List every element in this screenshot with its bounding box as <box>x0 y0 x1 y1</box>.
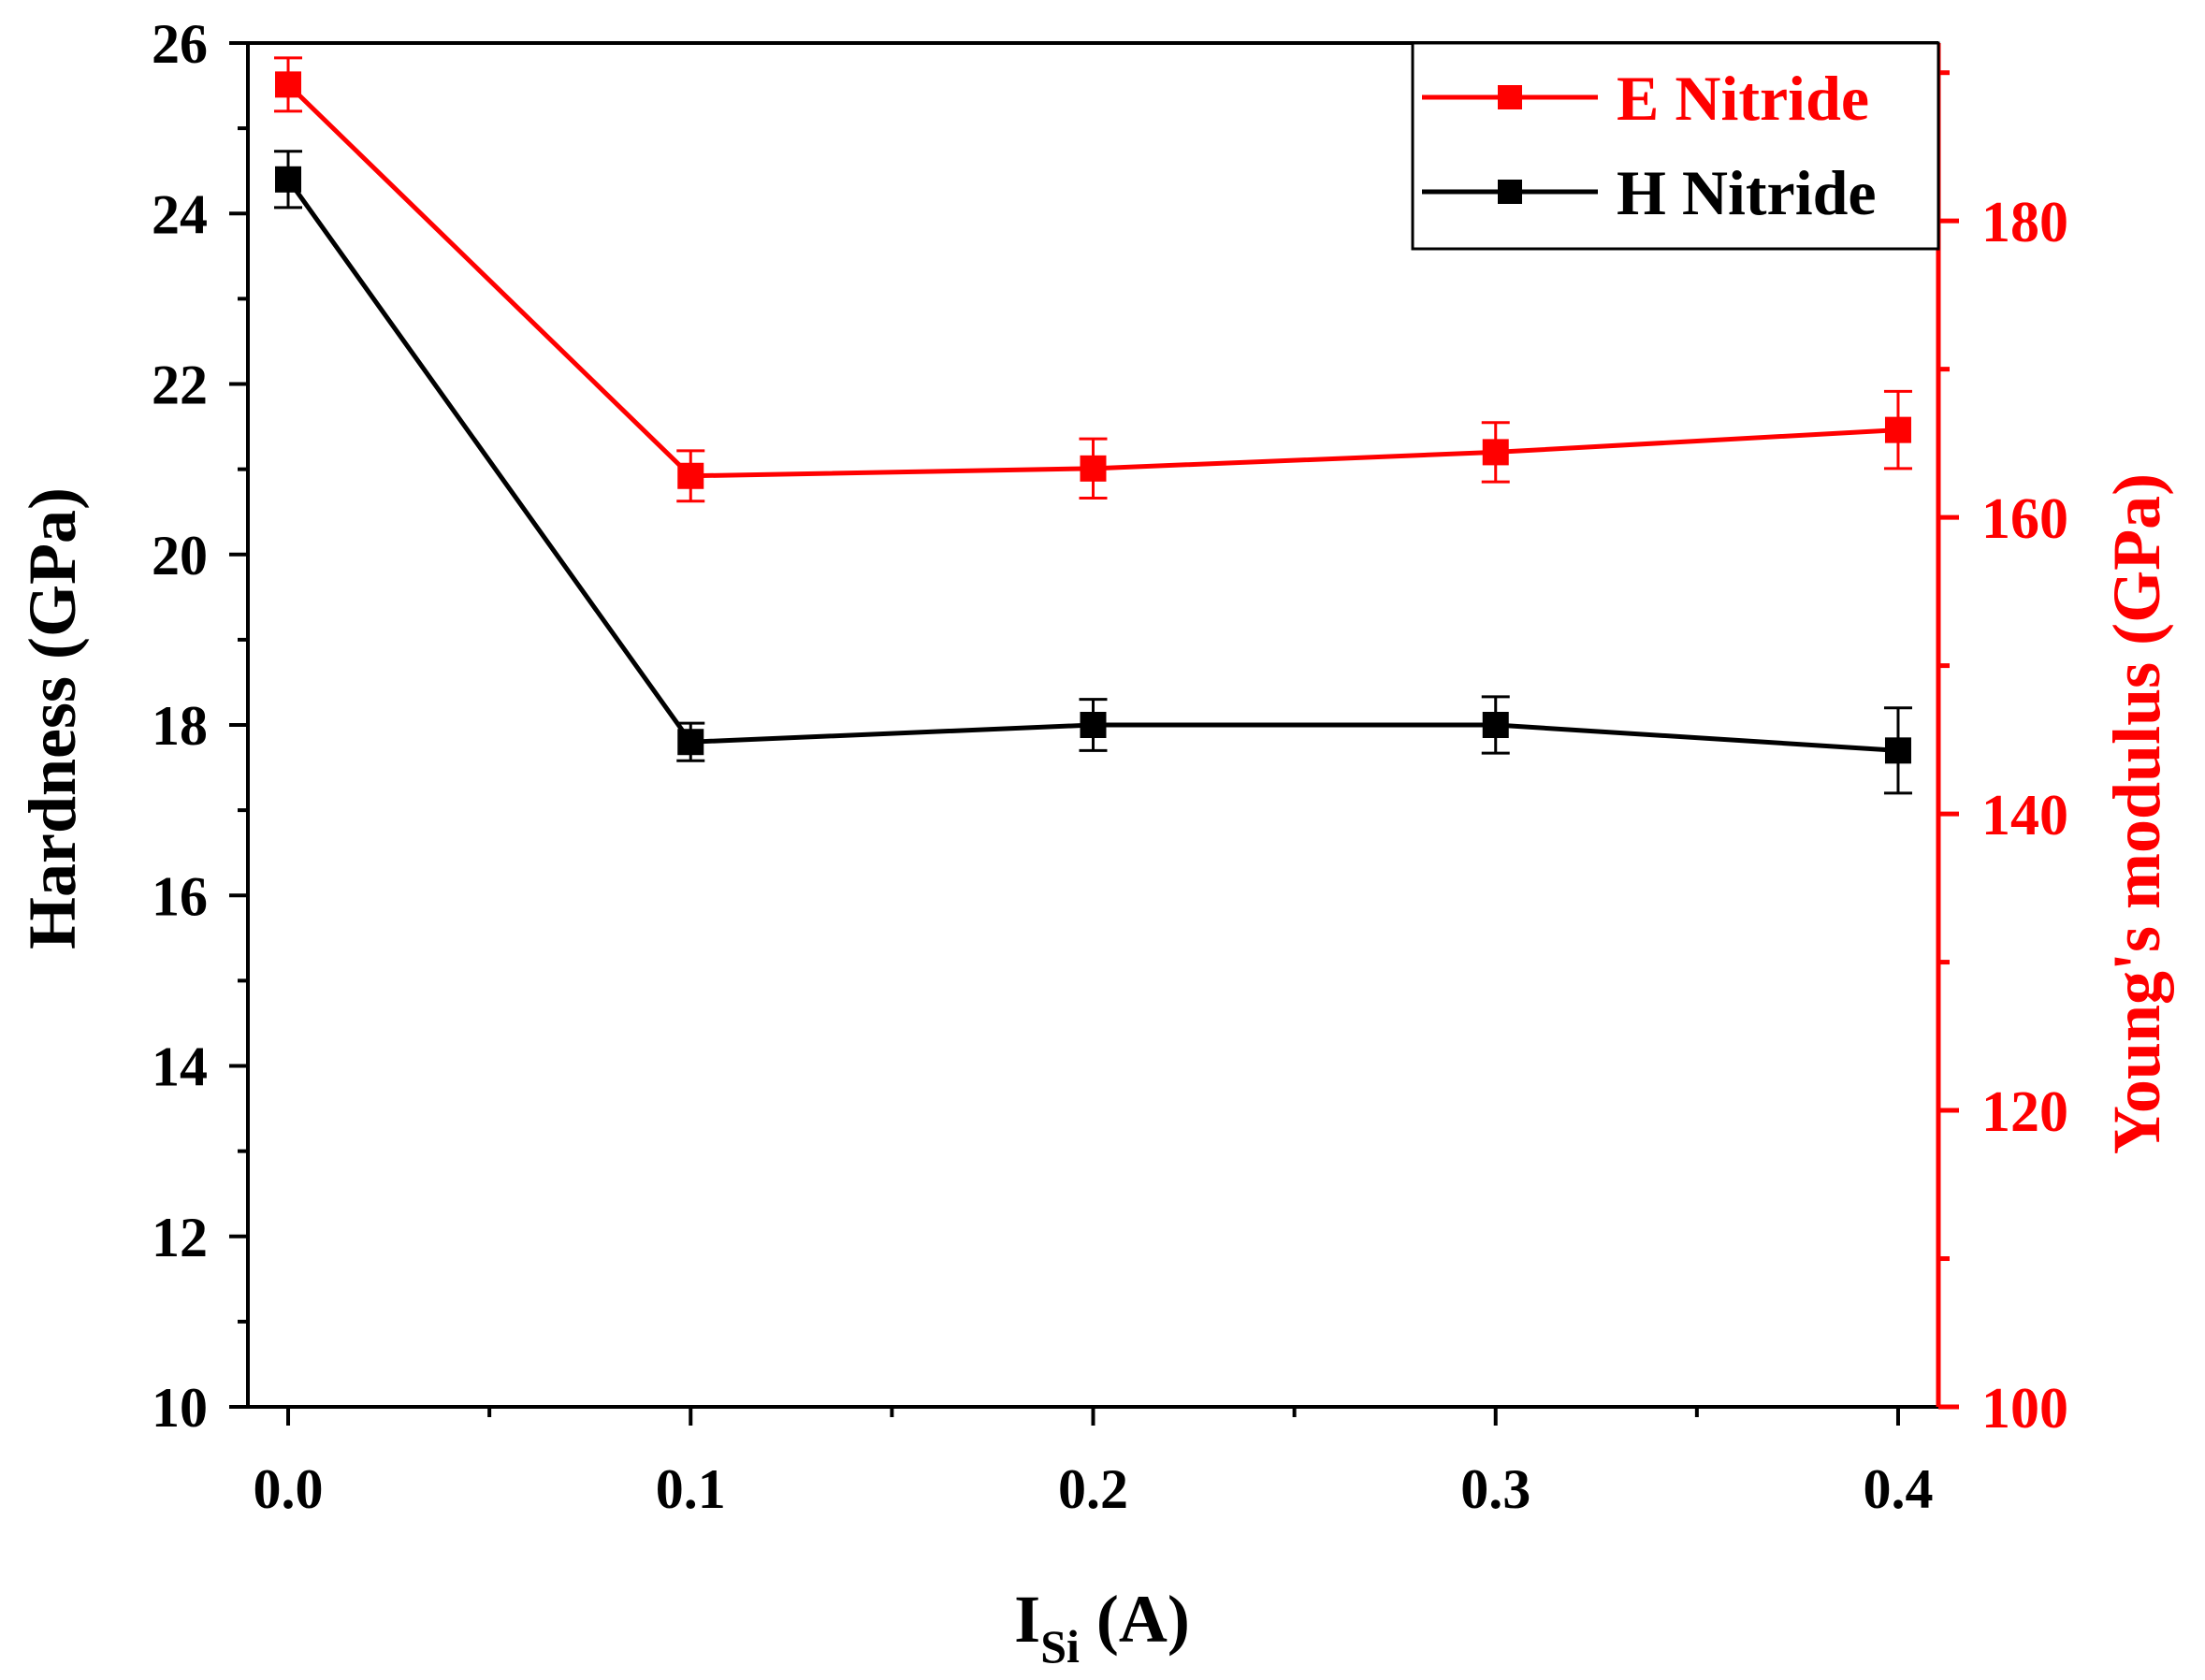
series-h-nitride <box>274 150 1912 795</box>
x-tick-label: 0.2 <box>1058 1458 1128 1520</box>
y-right-tick-label: 120 <box>1981 1080 2068 1144</box>
data-point <box>275 71 302 98</box>
x-axis-label-subscript: Si <box>1040 1620 1080 1673</box>
legend: E Nitride H Nitride <box>1411 41 1940 251</box>
y-left-tick-label: 16 <box>152 865 208 927</box>
legend-label-e-nitride: E Nitride <box>1617 63 1869 134</box>
y-left-tick-label: 20 <box>152 525 208 587</box>
data-point <box>1884 737 1911 764</box>
x-axis-label: ISi (A) <box>1014 1582 1190 1673</box>
data-point <box>1482 439 1509 466</box>
series-layer <box>274 56 1912 795</box>
y-left-tick-label: 12 <box>152 1207 208 1268</box>
data-point <box>677 729 704 756</box>
y-left-tick-label: 26 <box>152 13 208 75</box>
y-right-tick-label: 160 <box>1981 487 2068 551</box>
legend-marker-h-nitride <box>1498 180 1522 204</box>
y-axis-right-label: Young's modulus (GPa) <box>2099 473 2174 1154</box>
data-point <box>677 462 704 489</box>
data-point <box>1884 416 1911 443</box>
y-left-tick-label: 22 <box>152 355 208 416</box>
legend-label-h-nitride: H Nitride <box>1617 157 1877 228</box>
y-right-tick-label: 100 <box>1981 1377 2068 1441</box>
data-point <box>1482 712 1509 738</box>
y-axis-right: 100 120 140 160 180 <box>1938 70 2068 1441</box>
x-tick-label: 0.4 <box>1863 1458 1933 1520</box>
data-point <box>1080 455 1107 482</box>
y-axis-left: 10 12 14 16 18 20 22 24 26 <box>152 13 248 1439</box>
legend-marker-e-nitride <box>1498 85 1522 109</box>
x-tick-label: 0.0 <box>254 1458 324 1520</box>
y-axis-left-label: Hardness (GPa) <box>15 487 90 949</box>
data-point <box>1080 712 1107 738</box>
y-left-tick-label: 10 <box>152 1377 208 1439</box>
data-point <box>275 166 302 193</box>
x-tick-label: 0.3 <box>1460 1458 1530 1520</box>
x-axis: 0.0 0.1 0.2 0.3 0.4 <box>254 1407 1933 1520</box>
series-e-nitride <box>274 56 1912 503</box>
y-left-tick-label: 14 <box>152 1036 208 1098</box>
legend-box <box>1411 41 1940 251</box>
y-left-tick-label: 18 <box>152 695 208 757</box>
y-left-tick-label: 24 <box>152 183 208 245</box>
y-right-tick-label: 180 <box>1981 191 2068 254</box>
x-tick-label: 0.1 <box>656 1458 726 1520</box>
y-right-tick-label: 140 <box>1981 784 2068 847</box>
